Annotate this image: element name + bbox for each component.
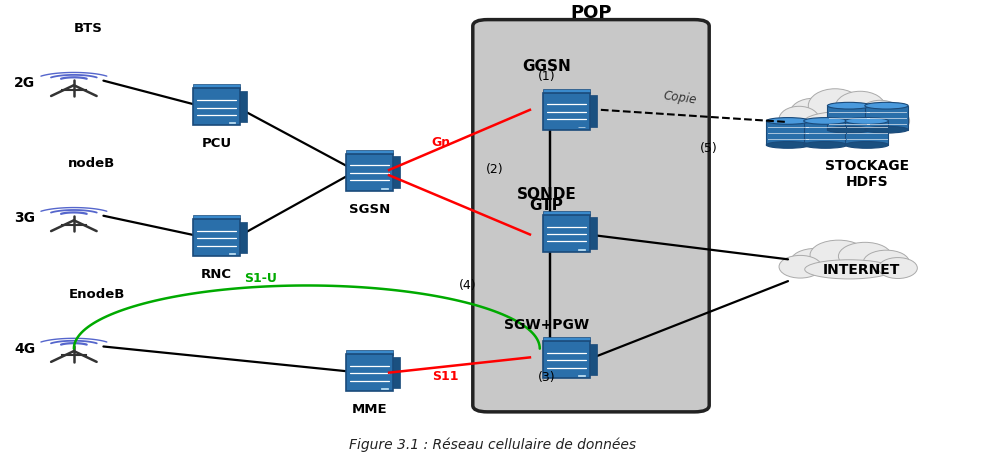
- FancyBboxPatch shape: [766, 121, 810, 145]
- Text: nodeB: nodeB: [68, 157, 115, 170]
- Ellipse shape: [766, 118, 810, 124]
- Text: S1-U: S1-U: [244, 272, 278, 286]
- Ellipse shape: [790, 98, 837, 128]
- FancyBboxPatch shape: [588, 95, 597, 127]
- FancyBboxPatch shape: [238, 91, 247, 122]
- Ellipse shape: [804, 118, 847, 124]
- FancyBboxPatch shape: [346, 354, 393, 391]
- Ellipse shape: [809, 89, 862, 123]
- FancyBboxPatch shape: [865, 106, 908, 130]
- Ellipse shape: [838, 242, 891, 270]
- Ellipse shape: [845, 118, 888, 124]
- FancyBboxPatch shape: [845, 121, 888, 145]
- FancyBboxPatch shape: [543, 211, 590, 215]
- Text: SGW+PGW: SGW+PGW: [504, 318, 589, 332]
- Text: EnodeB: EnodeB: [68, 288, 125, 301]
- Text: Gn: Gn: [431, 137, 451, 149]
- Text: (4): (4): [459, 279, 477, 292]
- Ellipse shape: [766, 142, 810, 148]
- FancyBboxPatch shape: [473, 20, 709, 412]
- Ellipse shape: [779, 106, 820, 133]
- Ellipse shape: [804, 142, 847, 148]
- Ellipse shape: [865, 102, 908, 109]
- Text: 4G: 4G: [14, 342, 35, 355]
- Ellipse shape: [805, 260, 893, 279]
- Text: (2): (2): [486, 163, 503, 176]
- Ellipse shape: [845, 142, 888, 148]
- Text: SGSN: SGSN: [349, 202, 390, 216]
- Text: (3): (3): [538, 371, 556, 385]
- FancyBboxPatch shape: [193, 219, 240, 256]
- FancyBboxPatch shape: [346, 153, 393, 191]
- FancyBboxPatch shape: [238, 222, 247, 253]
- Text: INTERNET: INTERNET: [823, 263, 900, 277]
- Text: MME: MME: [352, 403, 387, 416]
- FancyBboxPatch shape: [346, 150, 393, 154]
- Ellipse shape: [859, 100, 902, 128]
- FancyBboxPatch shape: [578, 249, 585, 250]
- Text: 2G: 2G: [14, 76, 35, 90]
- Text: 3G: 3G: [14, 211, 35, 225]
- FancyBboxPatch shape: [346, 350, 393, 355]
- FancyBboxPatch shape: [827, 106, 871, 130]
- FancyBboxPatch shape: [543, 341, 590, 378]
- Ellipse shape: [835, 91, 886, 123]
- FancyBboxPatch shape: [543, 215, 590, 252]
- FancyBboxPatch shape: [578, 375, 585, 376]
- Ellipse shape: [810, 240, 867, 270]
- FancyBboxPatch shape: [229, 253, 235, 254]
- Ellipse shape: [804, 111, 887, 133]
- Ellipse shape: [791, 248, 840, 275]
- Ellipse shape: [865, 126, 908, 133]
- Text: Copie: Copie: [662, 89, 697, 107]
- FancyBboxPatch shape: [588, 217, 597, 249]
- FancyBboxPatch shape: [193, 215, 240, 219]
- Ellipse shape: [879, 257, 917, 278]
- FancyBboxPatch shape: [543, 89, 590, 93]
- Text: GGSN: GGSN: [522, 59, 571, 74]
- Text: POP: POP: [570, 4, 612, 22]
- FancyBboxPatch shape: [543, 337, 590, 341]
- FancyBboxPatch shape: [804, 121, 847, 145]
- Ellipse shape: [827, 126, 871, 133]
- FancyBboxPatch shape: [193, 84, 240, 89]
- FancyBboxPatch shape: [193, 88, 240, 125]
- Text: BTS: BTS: [74, 22, 103, 35]
- FancyBboxPatch shape: [578, 127, 585, 128]
- FancyBboxPatch shape: [588, 344, 597, 375]
- Text: Figure 3.1 : Réseau cellulaire de données: Figure 3.1 : Réseau cellulaire de donnée…: [349, 437, 636, 452]
- Ellipse shape: [863, 250, 909, 275]
- Ellipse shape: [873, 109, 909, 133]
- Ellipse shape: [779, 256, 821, 278]
- Text: (1): (1): [538, 70, 556, 83]
- FancyBboxPatch shape: [391, 357, 400, 388]
- FancyBboxPatch shape: [543, 93, 590, 130]
- Text: RNC: RNC: [201, 268, 232, 281]
- Text: GTP: GTP: [530, 198, 563, 213]
- Text: (5): (5): [700, 142, 718, 155]
- FancyBboxPatch shape: [391, 156, 400, 188]
- Ellipse shape: [827, 102, 871, 109]
- FancyBboxPatch shape: [381, 388, 388, 389]
- Text: SONDE: SONDE: [517, 188, 576, 202]
- Text: S11: S11: [432, 370, 458, 383]
- Text: STOCKAGE
HDFS: STOCKAGE HDFS: [824, 159, 909, 189]
- Text: PCU: PCU: [202, 137, 231, 150]
